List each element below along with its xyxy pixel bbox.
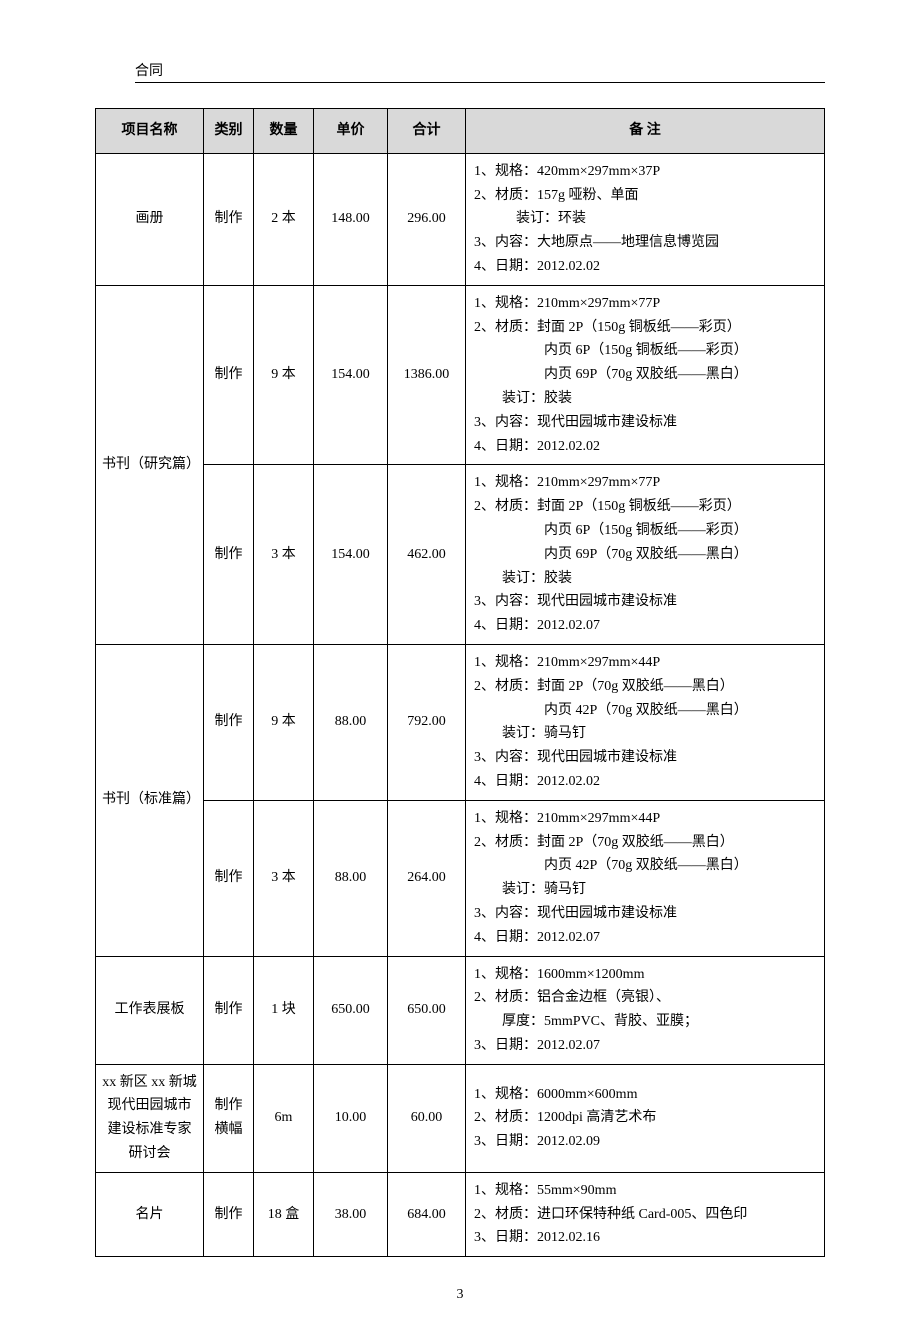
cell-price: 38.00: [314, 1172, 388, 1256]
cell-type: 制作: [204, 800, 254, 956]
cell-note: 1、规格：1600mm×1200mm 2、材质：铝合金边框（亮银）、 厚度：5m…: [466, 956, 825, 1064]
cell-total: 264.00: [388, 800, 466, 956]
table-row: 名片制作18 盒38.00684.001、规格：55mm×90mm 2、材质：进…: [96, 1172, 825, 1256]
col-header-price: 单价: [314, 109, 388, 154]
cell-total: 60.00: [388, 1064, 466, 1172]
cell-type: 制作: [204, 956, 254, 1064]
table-row: 工作表展板制作1 块650.00650.001、规格：1600mm×1200mm…: [96, 956, 825, 1064]
cell-note: 1、规格：210mm×297mm×44P 2、材质：封面 2P（70g 双胶纸—…: [466, 800, 825, 956]
col-header-qty: 数量: [254, 109, 314, 154]
cell-note: 1、规格：210mm×297mm×77P 2、材质：封面 2P（150g 铜板纸…: [466, 285, 825, 465]
col-header-total: 合计: [388, 109, 466, 154]
cell-qty: 6m: [254, 1064, 314, 1172]
cell-name: 工作表展板: [96, 956, 204, 1064]
page-number: 3: [95, 1287, 825, 1303]
col-header-type: 类别: [204, 109, 254, 154]
cell-total: 1386.00: [388, 285, 466, 465]
cell-name: 书刊（研究篇）: [96, 285, 204, 644]
cell-type: 制作: [204, 153, 254, 285]
cell-price: 650.00: [314, 956, 388, 1064]
cell-qty: 9 本: [254, 285, 314, 465]
col-header-name: 项目名称: [96, 109, 204, 154]
cell-price: 154.00: [314, 285, 388, 465]
header-underline: [135, 82, 825, 83]
cell-note: 1、规格：55mm×90mm 2、材质：进口环保特种纸 Card-005、四色印…: [466, 1172, 825, 1256]
cell-price: 148.00: [314, 153, 388, 285]
items-table: 项目名称 类别 数量 单价 合计 备 注 画册制作2 本148.00296.00…: [95, 108, 825, 1257]
page-header: 合同: [95, 60, 825, 80]
table-row: 书刊（标准篇）制作9 本88.00792.001、规格：210mm×297mm×…: [96, 644, 825, 800]
cell-qty: 3 本: [254, 465, 314, 645]
cell-name: xx 新区 xx 新城现代田园城市建设标准专家研讨会: [96, 1064, 204, 1172]
table-row: 书刊（研究篇）制作9 本154.001386.001、规格：210mm×297m…: [96, 285, 825, 465]
table-row: 制作3 本154.00462.001、规格：210mm×297mm×77P 2、…: [96, 465, 825, 645]
cell-name: 画册: [96, 153, 204, 285]
cell-total: 684.00: [388, 1172, 466, 1256]
cell-price: 88.00: [314, 644, 388, 800]
cell-type: 制作: [204, 465, 254, 645]
cell-total: 462.00: [388, 465, 466, 645]
table-row: 制作3 本88.00264.001、规格：210mm×297mm×44P 2、材…: [96, 800, 825, 956]
cell-note: 1、规格：420mm×297mm×37P 2、材质：157g 哑粉、单面 装订：…: [466, 153, 825, 285]
cell-price: 10.00: [314, 1064, 388, 1172]
cell-total: 792.00: [388, 644, 466, 800]
cell-qty: 9 本: [254, 644, 314, 800]
col-header-note: 备 注: [466, 109, 825, 154]
cell-type: 制作: [204, 644, 254, 800]
cell-price: 88.00: [314, 800, 388, 956]
table-row: xx 新区 xx 新城现代田园城市建设标准专家研讨会制作横幅6m10.0060.…: [96, 1064, 825, 1172]
cell-note: 1、规格：6000mm×600mm 2、材质：1200dpi 高清艺术布 3、日…: [466, 1064, 825, 1172]
cell-type: 制作: [204, 285, 254, 465]
cell-qty: 2 本: [254, 153, 314, 285]
cell-note: 1、规格：210mm×297mm×44P 2、材质：封面 2P（70g 双胶纸—…: [466, 644, 825, 800]
cell-type: 制作横幅: [204, 1064, 254, 1172]
cell-name: 书刊（标准篇）: [96, 644, 204, 956]
cell-total: 296.00: [388, 153, 466, 285]
cell-type: 制作: [204, 1172, 254, 1256]
table-row: 画册制作2 本148.00296.001、规格：420mm×297mm×37P …: [96, 153, 825, 285]
cell-price: 154.00: [314, 465, 388, 645]
cell-qty: 3 本: [254, 800, 314, 956]
cell-name: 名片: [96, 1172, 204, 1256]
cell-qty: 18 盒: [254, 1172, 314, 1256]
cell-qty: 1 块: [254, 956, 314, 1064]
table-header-row: 项目名称 类别 数量 单价 合计 备 注: [96, 109, 825, 154]
cell-total: 650.00: [388, 956, 466, 1064]
cell-note: 1、规格：210mm×297mm×77P 2、材质：封面 2P（150g 铜板纸…: [466, 465, 825, 645]
